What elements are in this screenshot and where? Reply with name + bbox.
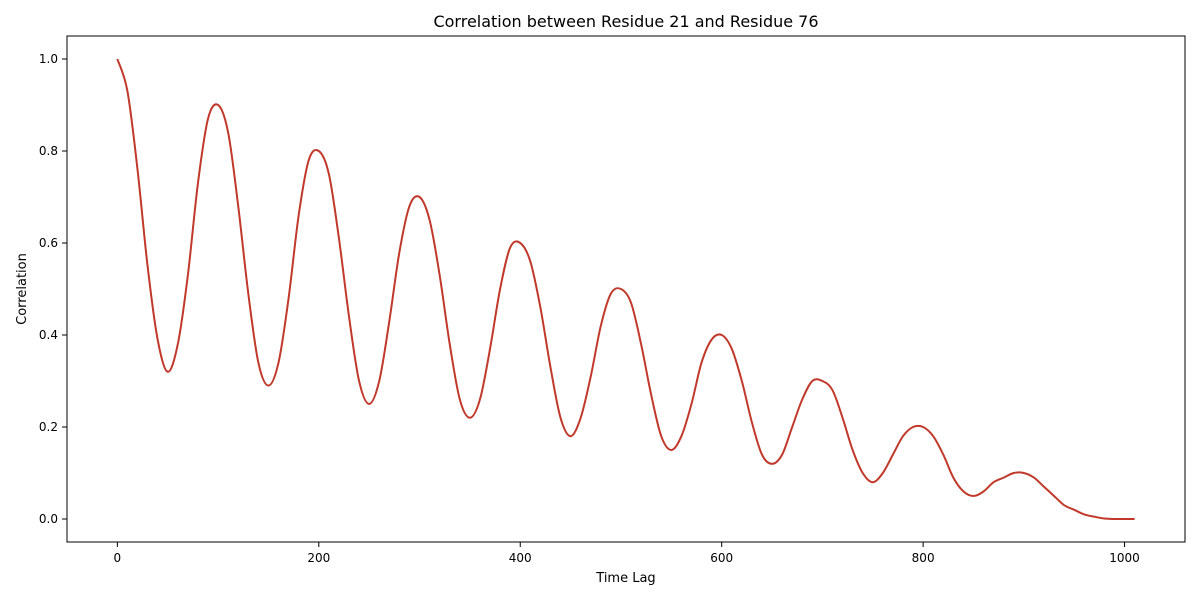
- x-tick-label: 1000: [1109, 551, 1140, 565]
- y-tick-label: 0.8: [39, 144, 58, 158]
- x-tick-label: 800: [912, 551, 935, 565]
- y-axis-label: Correlation: [15, 253, 30, 325]
- y-axis: 0.0 0.2 0.4 0.6 0.8 1.0: [39, 52, 67, 526]
- y-tick-label: 0.0: [39, 512, 58, 526]
- x-axis: 0 200 400 600 800 1000: [114, 542, 1140, 565]
- x-tick-label: 0: [114, 551, 122, 565]
- chart-title: Correlation between Residue 21 and Resid…: [433, 12, 818, 31]
- y-tick-label: 1.0: [39, 52, 58, 66]
- y-tick-label: 0.4: [39, 328, 58, 342]
- x-tick-label: 600: [710, 551, 733, 565]
- y-tick-label: 0.6: [39, 236, 58, 250]
- plot-frame: [66, 35, 1186, 543]
- plot-area: [116, 58, 1135, 521]
- y-tick-label: 0.2: [39, 420, 58, 434]
- x-tick-label: 200: [307, 551, 330, 565]
- x-axis-label: Time Lag: [595, 571, 655, 586]
- series-line: [116, 58, 1135, 521]
- x-tick-label: 400: [509, 551, 532, 565]
